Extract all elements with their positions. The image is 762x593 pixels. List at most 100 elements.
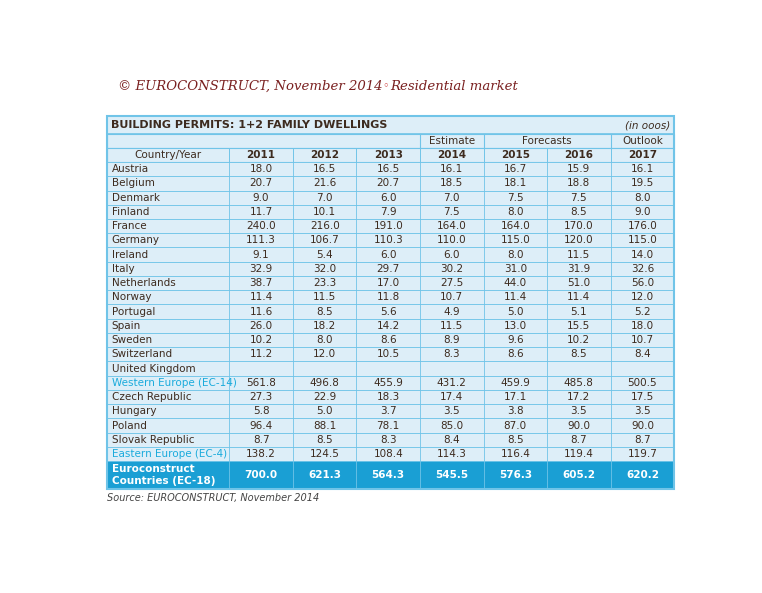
Text: France: France — [111, 221, 146, 231]
Text: 8.4: 8.4 — [443, 435, 460, 445]
Bar — [107, 433, 674, 447]
Bar — [107, 304, 674, 318]
Text: Ireland: Ireland — [111, 250, 148, 260]
Text: 10.5: 10.5 — [376, 349, 400, 359]
Text: 16.1: 16.1 — [631, 164, 654, 174]
Text: 11.6: 11.6 — [249, 307, 273, 317]
Text: 8.9: 8.9 — [443, 335, 460, 345]
Text: 38.7: 38.7 — [249, 278, 273, 288]
Text: 5.0: 5.0 — [316, 406, 333, 416]
Text: 8.3: 8.3 — [443, 349, 460, 359]
Text: 18.3: 18.3 — [376, 392, 400, 402]
Text: © EUROCONSTRUCT, November 2014: © EUROCONSTRUCT, November 2014 — [117, 80, 382, 93]
Text: 18.0: 18.0 — [631, 321, 654, 331]
Bar — [107, 404, 674, 419]
Text: 31.9: 31.9 — [567, 264, 591, 274]
Text: 3.8: 3.8 — [507, 406, 523, 416]
Text: 8.3: 8.3 — [380, 435, 396, 445]
Text: 88.1: 88.1 — [313, 420, 336, 431]
Text: Sweden: Sweden — [111, 335, 152, 345]
Text: 18.0: 18.0 — [249, 164, 273, 174]
Bar — [107, 461, 674, 489]
Text: 164.0: 164.0 — [437, 221, 466, 231]
Bar — [107, 190, 674, 205]
Text: ◦: ◦ — [383, 82, 389, 91]
Text: 116.4: 116.4 — [501, 449, 530, 459]
Text: Country/Year: Country/Year — [135, 150, 202, 160]
Text: 27.3: 27.3 — [249, 392, 273, 402]
Text: 564.3: 564.3 — [372, 470, 405, 480]
Text: 119.7: 119.7 — [627, 449, 658, 459]
Text: 90.0: 90.0 — [631, 420, 654, 431]
Text: 216.0: 216.0 — [310, 221, 340, 231]
Text: 22.9: 22.9 — [313, 392, 336, 402]
Text: 8.5: 8.5 — [316, 307, 333, 317]
Text: 30.2: 30.2 — [440, 264, 463, 274]
Text: 15.5: 15.5 — [567, 321, 591, 331]
Bar — [107, 347, 674, 362]
Text: 605.2: 605.2 — [562, 470, 595, 480]
Text: 431.2: 431.2 — [437, 378, 466, 388]
Text: 12.0: 12.0 — [313, 349, 336, 359]
Text: 496.8: 496.8 — [309, 378, 340, 388]
Text: 10.7: 10.7 — [440, 292, 463, 302]
Text: Western Europe (EC-14): Western Europe (EC-14) — [111, 378, 236, 388]
Bar — [107, 148, 674, 162]
Text: 164.0: 164.0 — [501, 221, 530, 231]
Text: 14.0: 14.0 — [631, 250, 654, 260]
Text: 561.8: 561.8 — [246, 378, 276, 388]
Text: 485.8: 485.8 — [564, 378, 594, 388]
Text: 621.3: 621.3 — [308, 470, 341, 480]
Text: 170.0: 170.0 — [564, 221, 594, 231]
Text: Austria: Austria — [111, 164, 149, 174]
Text: 32.6: 32.6 — [631, 264, 654, 274]
Text: 8.7: 8.7 — [634, 435, 651, 445]
Text: 11.5: 11.5 — [313, 292, 336, 302]
Text: 8.6: 8.6 — [380, 335, 396, 345]
Text: Forecasts: Forecasts — [522, 136, 572, 146]
Text: 4.9: 4.9 — [443, 307, 460, 317]
Text: 176.0: 176.0 — [628, 221, 658, 231]
Text: Denmark: Denmark — [111, 193, 159, 203]
Text: 78.1: 78.1 — [376, 420, 400, 431]
Text: 7.0: 7.0 — [316, 193, 333, 203]
Text: 20.7: 20.7 — [249, 178, 273, 189]
Text: 240.0: 240.0 — [246, 221, 276, 231]
Text: 3.5: 3.5 — [571, 406, 588, 416]
Text: 3.7: 3.7 — [380, 406, 396, 416]
Text: 21.6: 21.6 — [313, 178, 336, 189]
Text: 8.0: 8.0 — [634, 193, 651, 203]
Text: 5.1: 5.1 — [571, 307, 588, 317]
Text: 110.3: 110.3 — [373, 235, 403, 246]
Bar — [107, 376, 674, 390]
Text: 620.2: 620.2 — [626, 470, 659, 480]
Text: Czech Republic: Czech Republic — [111, 392, 191, 402]
Text: 31.0: 31.0 — [504, 264, 527, 274]
Bar — [107, 276, 674, 290]
Text: 19.5: 19.5 — [631, 178, 654, 189]
Text: 8.0: 8.0 — [507, 207, 523, 217]
Text: 87.0: 87.0 — [504, 420, 527, 431]
Text: 51.0: 51.0 — [567, 278, 591, 288]
Text: 108.4: 108.4 — [373, 449, 403, 459]
Text: 6.0: 6.0 — [380, 250, 396, 260]
Text: 8.7: 8.7 — [571, 435, 588, 445]
Bar — [107, 233, 674, 247]
Text: 8.5: 8.5 — [316, 435, 333, 445]
Text: 44.0: 44.0 — [504, 278, 527, 288]
Text: 7.5: 7.5 — [507, 193, 523, 203]
Text: 455.9: 455.9 — [373, 378, 403, 388]
Text: 7.9: 7.9 — [380, 207, 396, 217]
Text: 700.0: 700.0 — [245, 470, 277, 480]
Text: 2016: 2016 — [565, 150, 594, 160]
Text: 11.8: 11.8 — [376, 292, 400, 302]
Text: 8.5: 8.5 — [571, 349, 588, 359]
Bar — [107, 419, 674, 433]
Text: 14.2: 14.2 — [376, 321, 400, 331]
Text: (in ooos): (in ooos) — [625, 120, 671, 130]
Text: Spain: Spain — [111, 321, 141, 331]
Text: 9.0: 9.0 — [634, 207, 651, 217]
Text: Estimate: Estimate — [429, 136, 475, 146]
Text: 17.0: 17.0 — [376, 278, 400, 288]
Bar — [107, 162, 674, 176]
